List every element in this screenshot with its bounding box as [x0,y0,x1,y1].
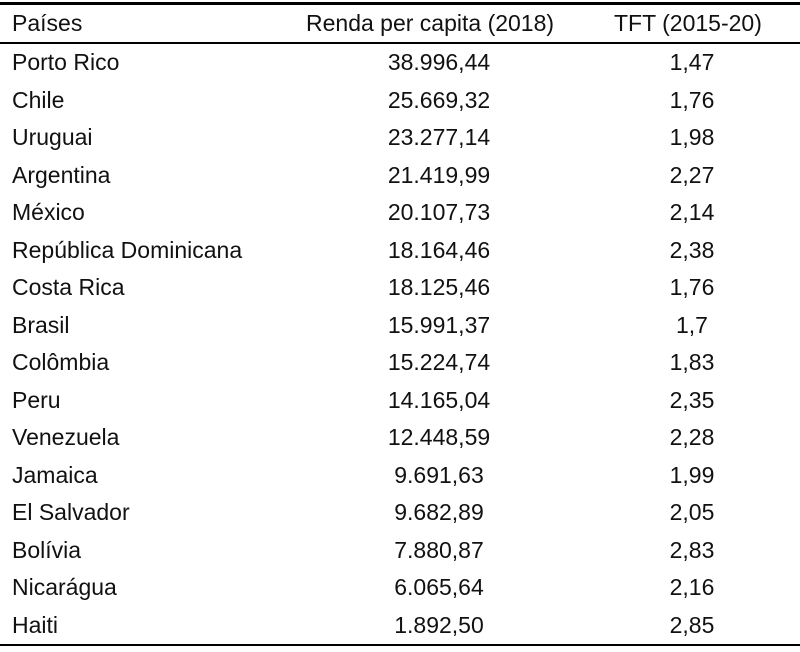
table-row: Argentina 21.419,99 2,27 [0,157,800,195]
table-row: Peru 14.165,04 2,35 [0,382,800,420]
table-row: El Salvador 9.682,89 2,05 [0,494,800,532]
cell-tft: 1,76 [669,86,715,113]
cell-income: 6.065,64 [394,574,484,601]
cell-income: 12.448,59 [387,424,491,451]
cell-tft: 2,05 [669,499,715,526]
cell-tft: 1,98 [669,124,715,151]
cell-country: Chile [12,86,65,113]
table-header: Países Renda per capita (2018) TFT (2015… [0,5,800,44]
header-tft: TFT (2015-20) [584,5,800,44]
cell-income: 20.107,73 [387,199,491,226]
table-row: Jamaica 9.691,63 1,99 [0,457,800,495]
table-row: Nicarágua 6.065,64 2,16 [0,569,800,607]
cell-country: Venezuela [12,424,120,451]
table-body: Porto Rico 38.996,44 1,47 Chile 25.669,32 1,7… [0,43,800,646]
cell-country: Argentina [12,161,111,188]
cell-income: 7.880,87 [394,536,484,563]
cell-income: 14.165,04 [387,386,491,413]
top-rule [0,2,800,5]
cell-income: 9.682,89 [394,499,484,526]
cell-income: 23.277,14 [387,124,491,151]
cell-country: El Salvador [12,499,130,526]
cell-tft: 2,85 [584,606,800,646]
cell-income: 21.419,99 [387,161,491,188]
table-row: Brasil 15.991,37 1,7 [0,307,800,345]
cell-country: Haiti [0,606,294,646]
cell-country: México [12,199,85,226]
cell-income: 1.892,50 [294,606,584,646]
cell-country: Peru [12,386,61,413]
cell-country: Porto Rico [12,49,120,76]
cell-tft: 2,83 [669,536,715,563]
table-row: Costa Rica 18.125,46 1,76 [0,269,800,307]
cell-country: Costa Rica [12,274,125,301]
cell-tft: 2,27 [669,161,715,188]
cell-country: Uruguai [12,124,93,151]
table-row: México 20.107,73 2,14 [0,194,800,232]
table-row: Chile 25.669,32 1,76 [0,82,800,120]
table-row: Colômbia 15.224,74 1,83 [0,344,800,382]
cell-tft: 1,99 [669,461,715,488]
header-row: Países Renda per capita (2018) TFT (2015… [0,5,800,44]
table-row: Haiti 1.892,50 2,85 [0,606,800,646]
header-income: Renda per capita (2018) [294,5,584,44]
cell-tft: 2,28 [669,424,715,451]
cell-tft: 2,35 [669,386,715,413]
table-row: Venezuela 12.448,59 2,28 [0,419,800,457]
table-row: Porto Rico 38.996,44 1,47 [0,43,800,82]
cell-income: 25.669,32 [387,86,491,113]
cell-tft: 1,47 [669,49,715,76]
data-table: Países Renda per capita (2018) TFT (2015… [0,5,800,646]
cell-tft: 1,83 [669,349,715,376]
cell-tft: 2,38 [669,236,715,263]
cell-income: 38.996,44 [387,49,491,76]
table-row: Uruguai 23.277,14 1,98 [0,119,800,157]
cell-tft: 1,7 [676,311,708,338]
cell-tft: 2,16 [669,574,715,601]
cell-country: Colômbia [12,349,110,376]
cell-income: 18.164,46 [387,236,491,263]
cell-country: Bolívia [12,536,82,563]
cell-income: 15.991,37 [387,311,491,338]
table-row: República Dominicana 18.164,46 2,38 [0,232,800,270]
cell-tft: 2,14 [669,199,715,226]
table-row: Bolívia 7.880,87 2,83 [0,532,800,570]
cell-income: 15.224,74 [387,349,491,376]
cell-country: República Dominicana [12,236,243,263]
header-country: Países [0,5,294,44]
cell-income: 18.125,46 [387,274,491,301]
cell-income: 9.691,63 [394,461,484,488]
cell-country: Jamaica [12,461,98,488]
cell-tft: 1,76 [669,274,715,301]
cell-country: Brasil [12,311,70,338]
cell-country: Nicarágua [12,574,117,601]
